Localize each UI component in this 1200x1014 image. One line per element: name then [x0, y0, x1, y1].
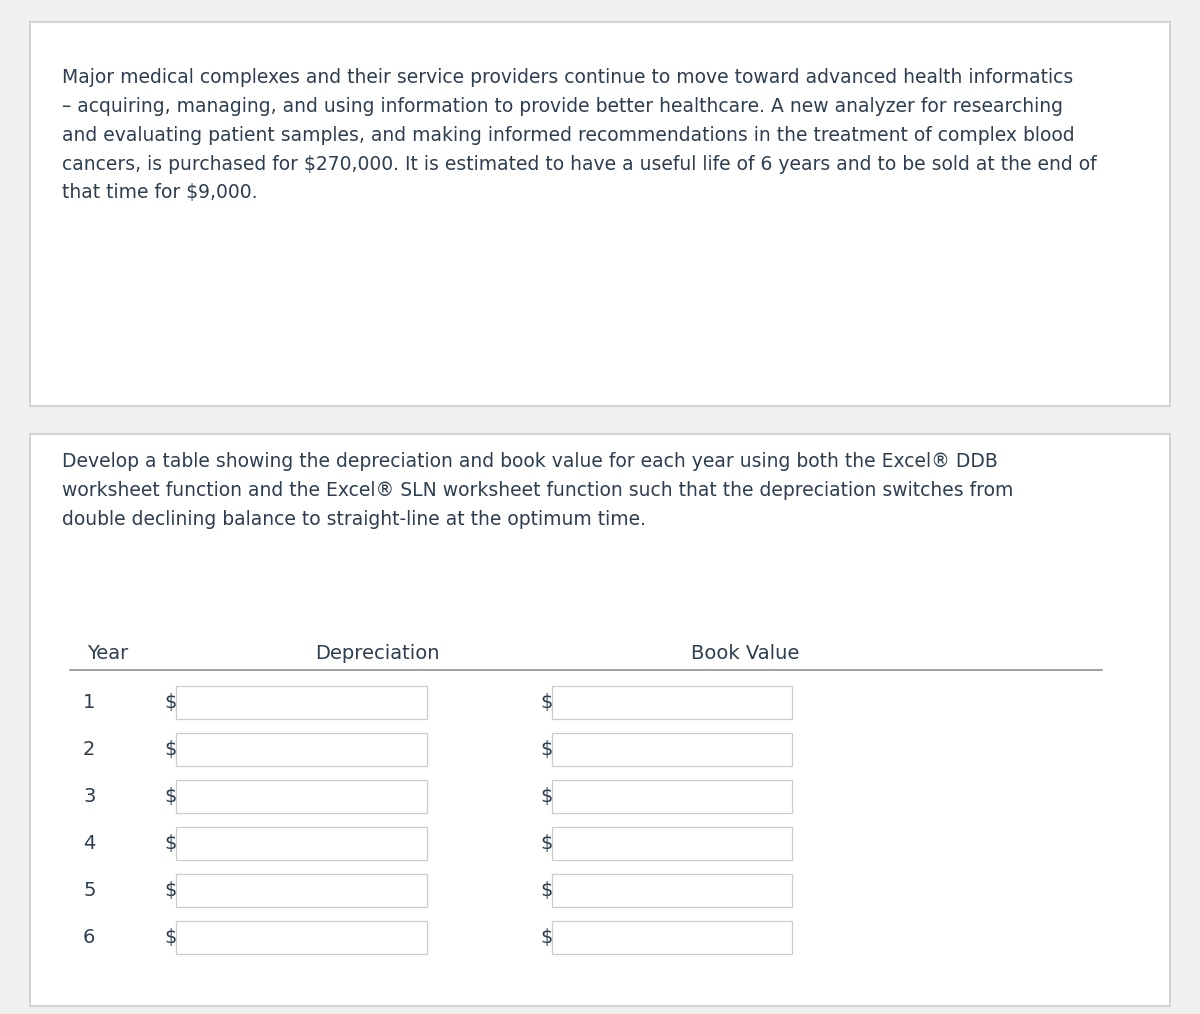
Text: Year: Year [88, 644, 128, 663]
FancyBboxPatch shape [176, 826, 427, 860]
FancyBboxPatch shape [176, 733, 427, 767]
FancyBboxPatch shape [176, 686, 427, 719]
FancyBboxPatch shape [552, 874, 792, 907]
FancyBboxPatch shape [176, 921, 427, 954]
Text: 5: 5 [83, 881, 96, 899]
Text: $: $ [164, 834, 176, 853]
FancyBboxPatch shape [552, 780, 792, 813]
Text: $: $ [164, 928, 176, 947]
Text: 2: 2 [83, 740, 96, 759]
Text: $: $ [164, 740, 176, 759]
Text: $: $ [541, 740, 553, 759]
Text: $: $ [164, 787, 176, 806]
FancyBboxPatch shape [176, 874, 427, 907]
FancyBboxPatch shape [552, 921, 792, 954]
Text: 3: 3 [83, 787, 96, 806]
Text: $: $ [541, 834, 553, 853]
FancyBboxPatch shape [552, 686, 792, 719]
Text: $: $ [164, 881, 176, 899]
Text: 6: 6 [83, 928, 96, 947]
Text: $: $ [541, 694, 553, 712]
Text: $: $ [541, 787, 553, 806]
Text: $: $ [164, 694, 176, 712]
Text: Major medical complexes and their service providers continue to move toward adva: Major medical complexes and their servic… [62, 68, 1097, 203]
FancyBboxPatch shape [552, 733, 792, 767]
Text: Book Value: Book Value [691, 644, 799, 663]
Text: Depreciation: Depreciation [314, 644, 439, 663]
Text: 1: 1 [83, 694, 96, 712]
Text: Develop a table showing the depreciation and book value for each year using both: Develop a table showing the depreciation… [62, 452, 1013, 528]
FancyBboxPatch shape [552, 826, 792, 860]
Text: $: $ [541, 928, 553, 947]
FancyBboxPatch shape [176, 780, 427, 813]
Text: $: $ [541, 881, 553, 899]
Text: 4: 4 [83, 834, 96, 853]
